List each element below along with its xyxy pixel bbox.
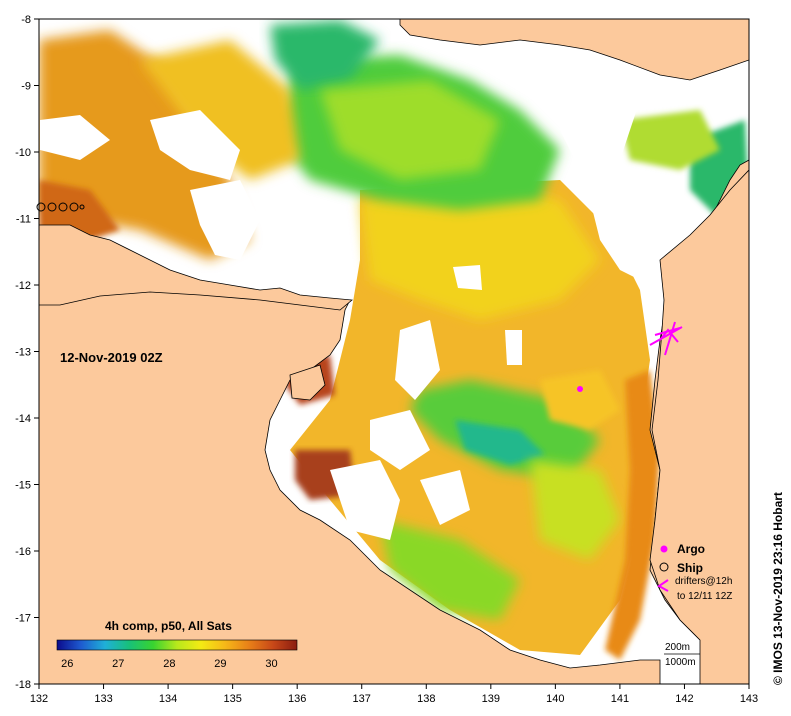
ship-legend-icon bbox=[659, 562, 669, 572]
legend: Argo Ship drifters@12h to 12/11 12Z bbox=[657, 542, 732, 602]
colorbar-gradient bbox=[56, 639, 298, 651]
lon-tick-label: 136 bbox=[288, 693, 306, 705]
lat-tick-label: -17 bbox=[15, 613, 31, 625]
credit-text: © IMOS 13-Nov-2019 23:16 Hobart bbox=[771, 492, 785, 685]
lon-tick-label: 143 bbox=[740, 693, 758, 705]
ship-legend-label: Ship bbox=[677, 561, 703, 575]
lat-tick-label: -15 bbox=[15, 480, 31, 492]
colorbar-tick-label: 28 bbox=[163, 658, 175, 670]
lon-tick-label: 135 bbox=[223, 693, 241, 705]
lat-tick-label: -8 bbox=[21, 14, 31, 26]
lon-tick-label: 137 bbox=[353, 693, 371, 705]
land bbox=[39, 19, 749, 684]
lat-tick-label: -18 bbox=[15, 679, 31, 691]
lon-tick-label: 140 bbox=[546, 693, 564, 705]
argo-marker bbox=[577, 386, 583, 392]
lon-tick-label: 139 bbox=[482, 693, 500, 705]
drifter-legend-line2: to 12/11 12Z bbox=[677, 591, 732, 602]
lat-tick-label: -12 bbox=[15, 280, 31, 292]
argo-legend-label: Argo bbox=[677, 542, 705, 556]
colorbar-tick-label: 27 bbox=[112, 658, 124, 670]
drifter-legend-line1: drifters@12h bbox=[675, 576, 732, 587]
lon-tick-label: 142 bbox=[675, 693, 693, 705]
ship-markers bbox=[36, 202, 85, 212]
lat-tick-label: -13 bbox=[15, 347, 31, 359]
depth-scale: 200m 1000m bbox=[664, 642, 700, 668]
timestamp-label: 12-Nov-2019 02Z bbox=[60, 350, 163, 365]
colorbar-tick-label: 29 bbox=[214, 658, 226, 670]
colorbar-tick-label: 26 bbox=[61, 658, 73, 670]
lat-tick-label: -16 bbox=[15, 546, 31, 558]
lon-axis: 132 133 134 135 136 137 138 139 140 141 142 143 bbox=[30, 684, 758, 705]
colorbar-tick-label: 30 bbox=[265, 658, 277, 670]
lat-tick-label: -10 bbox=[15, 147, 31, 159]
argo-legend-icon bbox=[660, 545, 668, 553]
depth-1000m: 1000m bbox=[665, 657, 696, 668]
lon-tick-label: 134 bbox=[159, 693, 177, 705]
lon-tick-label: 138 bbox=[417, 693, 435, 705]
lat-tick-label: -11 bbox=[16, 214, 31, 226]
lon-tick-label: 132 bbox=[30, 693, 48, 705]
depth-200m: 200m bbox=[665, 642, 690, 653]
lat-tick-label: -14 bbox=[15, 413, 31, 425]
colorbar-title: 4h comp, p50, All Sats bbox=[105, 619, 232, 633]
lon-tick-label: 141 bbox=[611, 693, 629, 705]
colorbar: 4h comp, p50, All Sats 26 27 28 29 30 bbox=[56, 619, 298, 670]
drifter-tracks bbox=[649, 321, 683, 356]
lon-tick-label: 133 bbox=[94, 693, 112, 705]
lat-tick-label: -9 bbox=[21, 81, 31, 93]
drifter-legend-icon bbox=[657, 579, 669, 592]
lat-axis: -8 -9 -10 -11 -12 -13 -14 -15 -16 -17 -18 bbox=[15, 14, 39, 691]
